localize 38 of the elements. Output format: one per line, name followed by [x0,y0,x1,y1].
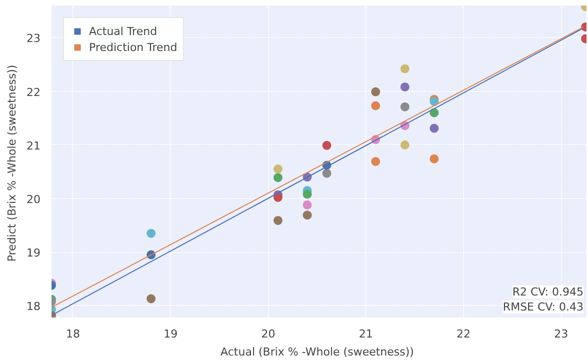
y-axis-title: Predict (Brix % -Whole (sweetness)) [6,64,19,262]
x-tick-label: 20 [261,328,276,340]
x-tick-label: 18 [66,328,80,340]
x-tick-label: 19 [164,328,178,340]
y-tick-label: 22 [26,86,41,99]
point [430,154,439,164]
point [273,173,282,182]
x-tick-label: 22 [456,328,470,340]
point [302,210,312,220]
point [273,216,282,225]
point [322,168,332,178]
point [146,294,156,304]
annotation: R2 CV: 0.945 [512,286,584,298]
x-axis-title: Actual (Brix % -Whole (sweetness)) [220,346,414,358]
point [322,140,332,150]
annotation: RMSE CV: 0.43 [502,300,584,314]
point [302,190,312,199]
x-tick-label: 21 [358,328,373,340]
y-tick-label: 21 [26,139,41,152]
point [146,228,156,238]
point [273,192,282,202]
y-tick-label: 20 [26,192,41,206]
point [371,87,380,96]
point [302,200,312,210]
point [400,140,410,150]
point [400,82,410,92]
x-tick-label: 23 [554,328,568,340]
y-tick-label: 23 [26,32,41,46]
point [430,124,439,133]
y-tick-label: 19 [26,246,41,260]
legend-label: Prediction Trend [89,40,178,54]
point [400,64,410,74]
legend-label: Actual Trend [89,24,158,38]
point [400,102,410,112]
point [371,101,380,110]
y-tick-label: 18 [26,300,41,314]
point [371,157,380,166]
point [273,164,282,174]
